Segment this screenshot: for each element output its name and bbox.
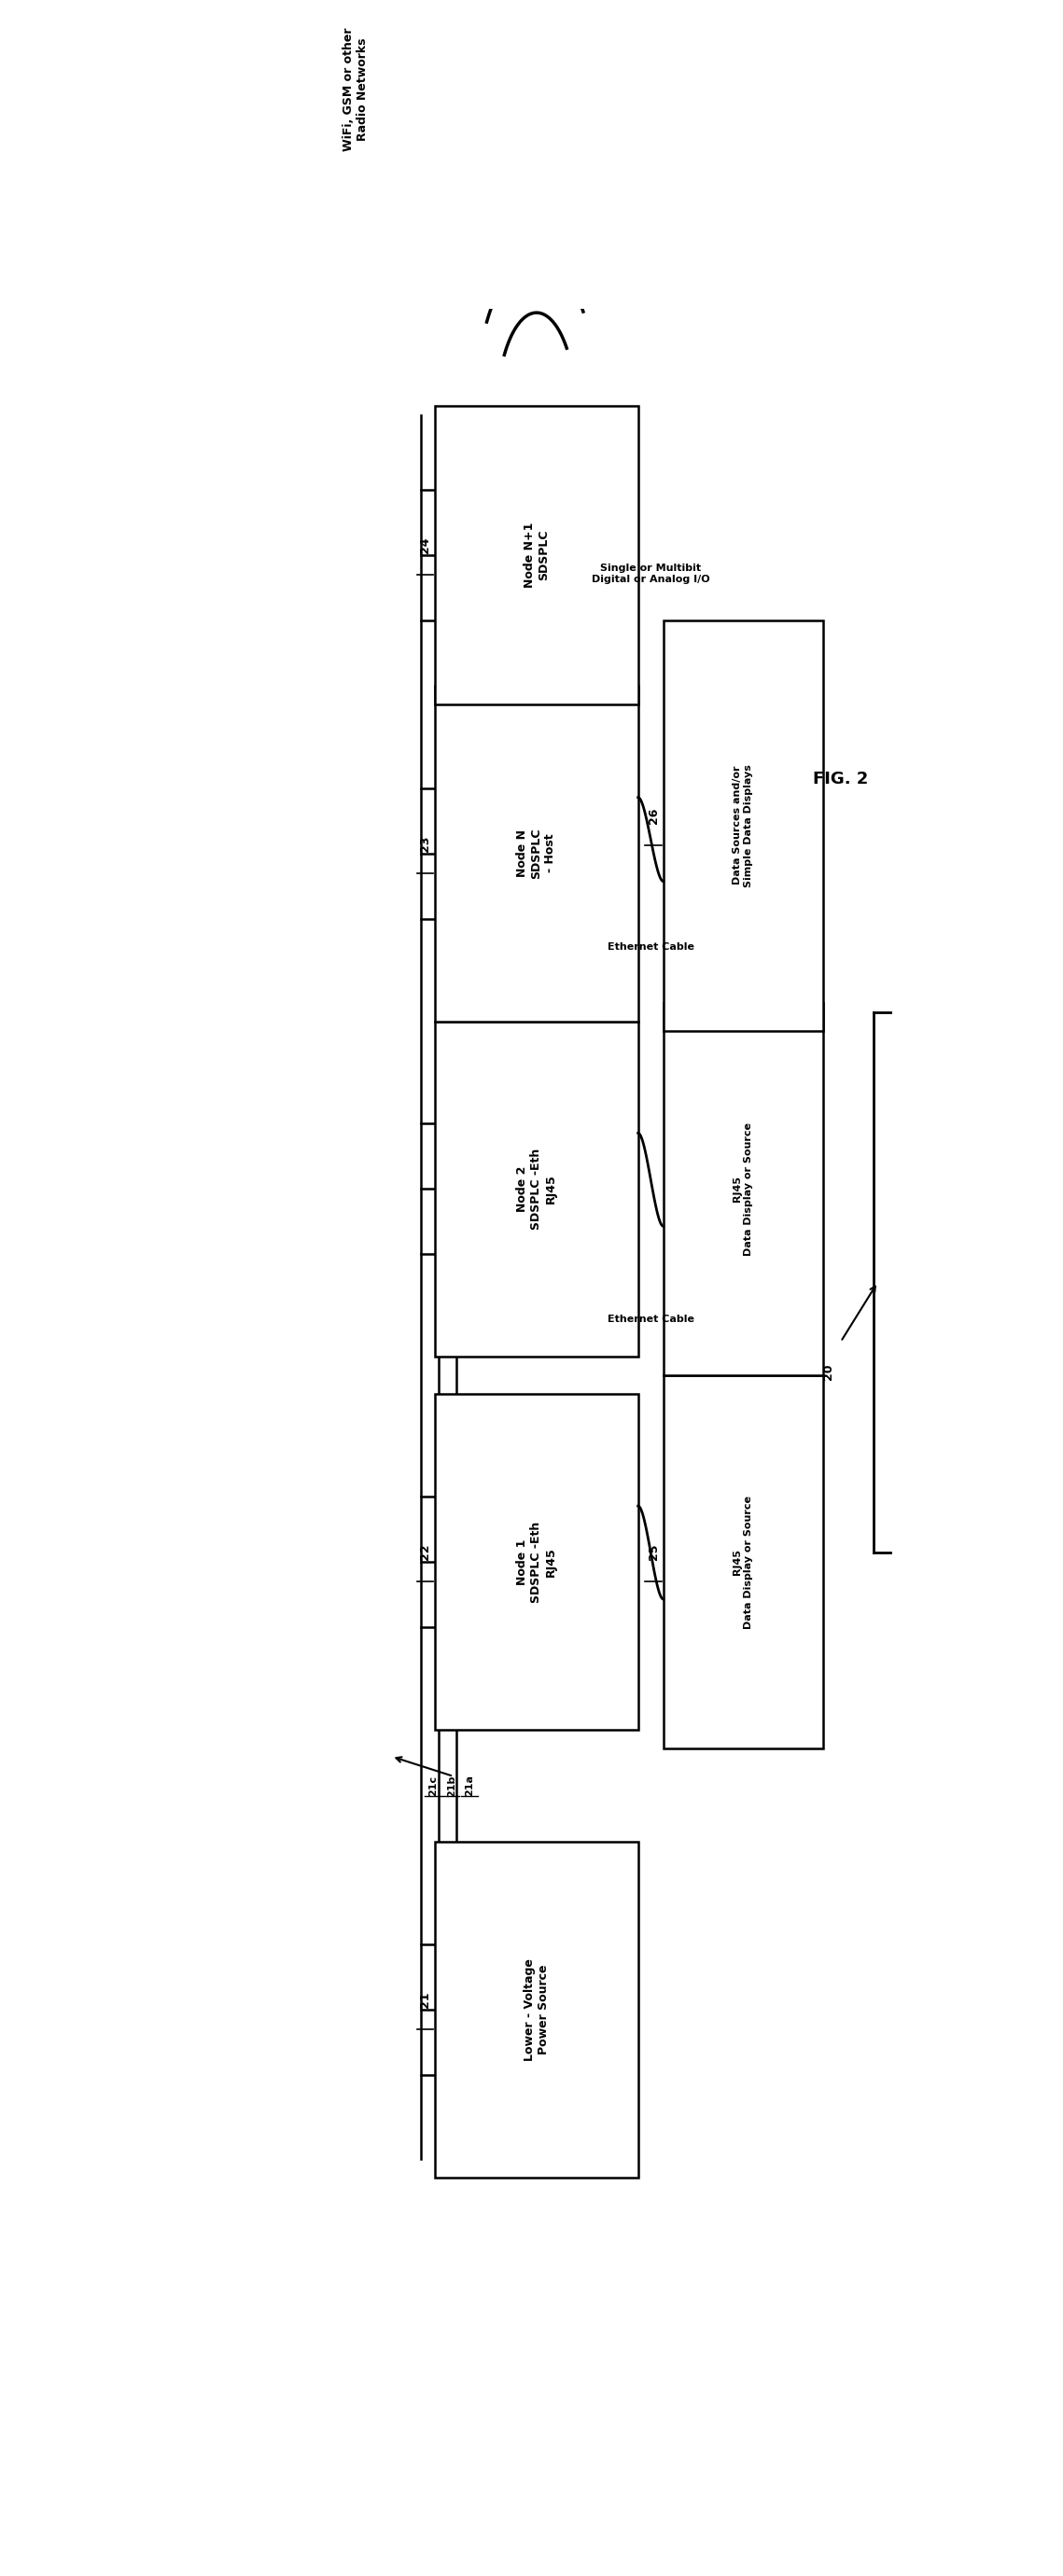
- Text: 21c: 21c: [428, 1775, 438, 1795]
- Text: 21: 21: [419, 1991, 432, 2007]
- Text: RJ45
Data Display or Source: RJ45 Data Display or Source: [733, 1123, 754, 1255]
- Text: 25: 25: [647, 1543, 660, 1561]
- Text: Data Sources and/or
Simple Data Displays: Data Sources and/or Simple Data Displays: [733, 765, 754, 886]
- Text: 23: 23: [419, 835, 432, 853]
- Text: 24: 24: [419, 536, 432, 554]
- Text: 21a: 21a: [465, 1775, 474, 1795]
- Text: Node N+1
SDSPLC: Node N+1 SDSPLC: [523, 523, 550, 587]
- Text: Node N
SDSPLC
- Host: Node N SDSPLC - Host: [517, 827, 557, 878]
- Text: 20: 20: [823, 1363, 834, 1381]
- Text: Lower - Voltage
Power Source: Lower - Voltage Power Source: [523, 1958, 550, 2061]
- Text: Single or Multibit
Digital or Analog I/O: Single or Multibit Digital or Analog I/O: [592, 564, 710, 585]
- Text: Ethernet Cable: Ethernet Cable: [607, 1314, 694, 1324]
- FancyBboxPatch shape: [435, 1020, 638, 1358]
- FancyBboxPatch shape: [435, 685, 638, 1020]
- Text: Node 2
SDSPLC -Eth
RJ45: Node 2 SDSPLC -Eth RJ45: [517, 1149, 557, 1229]
- Text: 22: 22: [419, 1543, 432, 1561]
- FancyBboxPatch shape: [663, 621, 823, 1030]
- Text: RJ45
Data Display or Source: RJ45 Data Display or Source: [733, 1494, 754, 1628]
- Text: 21b: 21b: [446, 1775, 456, 1795]
- FancyBboxPatch shape: [663, 1002, 823, 1376]
- FancyBboxPatch shape: [435, 1842, 638, 2177]
- FancyBboxPatch shape: [435, 1394, 638, 1728]
- Text: Node 1
SDSPLC -Eth
RJ45: Node 1 SDSPLC -Eth RJ45: [517, 1522, 557, 1602]
- Text: FIG. 2: FIG. 2: [813, 770, 868, 788]
- Text: 26: 26: [647, 806, 660, 824]
- FancyBboxPatch shape: [435, 407, 638, 703]
- FancyBboxPatch shape: [663, 1376, 823, 1749]
- Text: WiFi, GSM or other
Radio Networks: WiFi, GSM or other Radio Networks: [342, 28, 369, 152]
- Text: Ethernet Cable: Ethernet Cable: [607, 943, 694, 951]
